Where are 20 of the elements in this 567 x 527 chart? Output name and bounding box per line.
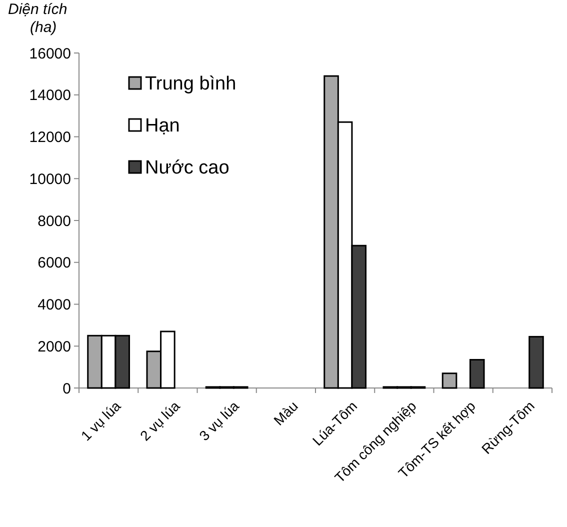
y-axis-title: Diện tích (ha) [8,1,68,36]
y-tick-label: 2000 [38,338,71,356]
y-tick-label: 6000 [38,254,71,272]
y-tick-label: 16000 [29,45,71,62]
x-tick-label: Màu [270,398,301,428]
x-tick-label: 3 vụ lúa [196,398,242,444]
y-tick-label: 8000 [38,212,71,230]
y-tick-label: 14000 [29,87,71,104]
bar [469,358,485,389]
y-tick-label: 12000 [29,129,71,146]
bar [442,372,458,389]
legend-label: Hạn [145,116,180,137]
legend-label: Nước cao [145,158,230,179]
bar [528,336,544,389]
y-tick-label: 0 [62,380,71,398]
x-tick-label: 1 vụ lúa [78,398,124,444]
x-tick-label: 2 vụ lúa [136,398,183,444]
y-tick-label: 4000 [38,296,71,314]
legend-label: Trung bình [145,74,236,95]
y-tick-label: 10000 [29,170,71,188]
